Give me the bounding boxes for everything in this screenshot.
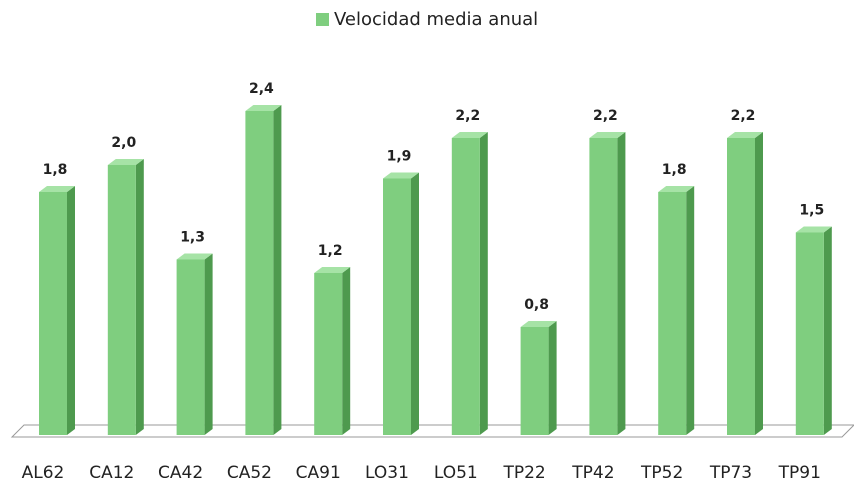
bar-side: [686, 186, 695, 435]
bar-top: [520, 321, 557, 327]
bar-side: [479, 132, 488, 435]
x-tick-label: TP73: [709, 463, 752, 483]
x-tick-label: CA52: [227, 463, 272, 483]
x-tick-label: TP22: [502, 463, 545, 483]
bar: [383, 178, 411, 435]
bar-top: [39, 186, 75, 192]
bar: [451, 138, 480, 435]
bar-side: [823, 226, 832, 435]
bar: [520, 327, 549, 435]
bar-top: [589, 132, 626, 138]
bar-top: [107, 159, 144, 165]
legend-label: Velocidad media anual: [334, 9, 538, 30]
bar: [176, 259, 205, 435]
bar: [589, 138, 618, 435]
floor: [10, 424, 854, 438]
bar: [314, 273, 343, 435]
bar-side: [67, 186, 75, 435]
bar: [245, 111, 274, 435]
value-label: 1,5: [799, 203, 824, 219]
bar-side: [617, 132, 626, 435]
bar-side: [273, 105, 282, 435]
value-label: 1,9: [387, 149, 412, 165]
value-label: 2,2: [593, 108, 618, 124]
bar-top: [176, 253, 213, 260]
bar-top: [795, 226, 832, 233]
value-label: 2,2: [731, 108, 756, 124]
x-tick-label: CA91: [296, 463, 341, 483]
value-label: 1,8: [662, 162, 687, 178]
bar-side: [548, 321, 557, 435]
value-label: 1,8: [43, 162, 68, 178]
x-tick-label: LO31: [365, 463, 409, 483]
bar: [107, 165, 136, 435]
x-tick-label: TP91: [778, 463, 821, 483]
bar-top: [451, 132, 488, 138]
value-label: 0,8: [524, 297, 549, 313]
bar-top: [245, 105, 282, 111]
bar-side: [204, 253, 213, 435]
x-tick-label: CA12: [89, 463, 134, 483]
bar: [39, 192, 67, 435]
value-label: 1,3: [180, 230, 205, 246]
bar-top: [727, 132, 763, 138]
value-label: 2,4: [249, 81, 274, 97]
bar-top: [383, 172, 419, 179]
bar-side: [755, 132, 763, 435]
bar-side: [342, 267, 351, 435]
bar: [658, 192, 687, 435]
x-tick-label: TP42: [571, 463, 614, 483]
bar-top: [314, 267, 351, 273]
bar-top: [658, 186, 695, 192]
bar-side: [135, 159, 144, 435]
x-tick-label: TP52: [640, 463, 683, 483]
value-label: 2,0: [111, 135, 136, 151]
value-label: 2,2: [455, 108, 480, 124]
bar: [727, 138, 755, 435]
bar-side: [411, 172, 419, 435]
x-tick-label: CA42: [158, 463, 203, 483]
bar: [795, 232, 824, 435]
x-tick-label: AL62: [22, 463, 65, 483]
value-label: 1,2: [318, 243, 343, 259]
legend-swatch: [316, 13, 329, 26]
x-tick-label: LO51: [434, 463, 478, 483]
